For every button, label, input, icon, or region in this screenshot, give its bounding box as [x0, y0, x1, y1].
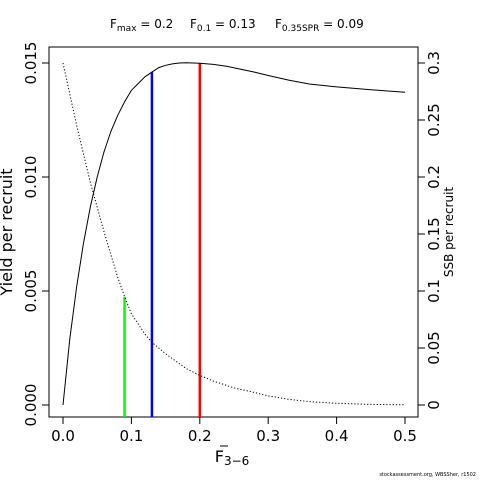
plot-frame [48, 46, 419, 418]
reference-lines [123, 63, 202, 417]
x-tick-label: 0.4 [325, 427, 349, 445]
y-axis-right: 0 0.05 0.1 0.15 0.2 0.25 0.3 [418, 51, 443, 410]
ref-label-f-035spr: F0.35SPR = 0.09 [275, 17, 364, 34]
x-tick-label: 0.5 [393, 427, 417, 445]
footer-credit: stockassessment.org, WBSSher, r1502 [379, 472, 476, 478]
y-right-tick-label: 0.25 [425, 103, 443, 136]
ref-label-f-01: F0.1 = 0.13 [190, 17, 256, 34]
ref-label-f-max: Fmax = 0.2 [110, 17, 173, 34]
x-tick-label: 0.2 [188, 427, 212, 445]
x-tick-label: 0.0 [51, 427, 75, 445]
x-axis: 0.0 0.1 0.2 0.3 0.4 0.5 [51, 417, 417, 445]
y-left-tick-label: 0.010 [22, 156, 40, 199]
yield-per-recruit-line [62, 62, 406, 406]
y-right-tick-label: 0.2 [425, 165, 443, 189]
y-left-tick-label: 0.015 [22, 42, 40, 85]
series-layer [62, 62, 406, 406]
y-axis-left: 0.000 0.005 0.010 0.015 [22, 42, 49, 427]
y-axis-right-title: SSB per recruit [442, 187, 456, 278]
y-right-tick-label: 0.05 [425, 331, 443, 364]
y-right-tick-label: 0.15 [425, 217, 443, 250]
y-right-tick-label: 0 [425, 400, 443, 410]
y-left-tick-label: 0.000 [22, 384, 40, 427]
y-left-tick-label: 0.005 [22, 270, 40, 313]
x-tick-label: 0.1 [119, 427, 143, 445]
reference-points-header: Fmax = 0.2 F0.1 = 0.13 F0.35SPR = 0.09 [110, 17, 364, 34]
x-axis-title: F3−6 [215, 447, 250, 468]
y-axis-left-title: Yield per recruit [0, 168, 16, 296]
y-right-tick-label: 0.1 [425, 279, 443, 303]
x-axis-title-subscript: 3−6 [224, 454, 249, 468]
ssb-per-recruit-line [62, 62, 406, 406]
y-right-tick-label: 0.3 [425, 51, 443, 75]
x-tick-label: 0.3 [256, 427, 280, 445]
